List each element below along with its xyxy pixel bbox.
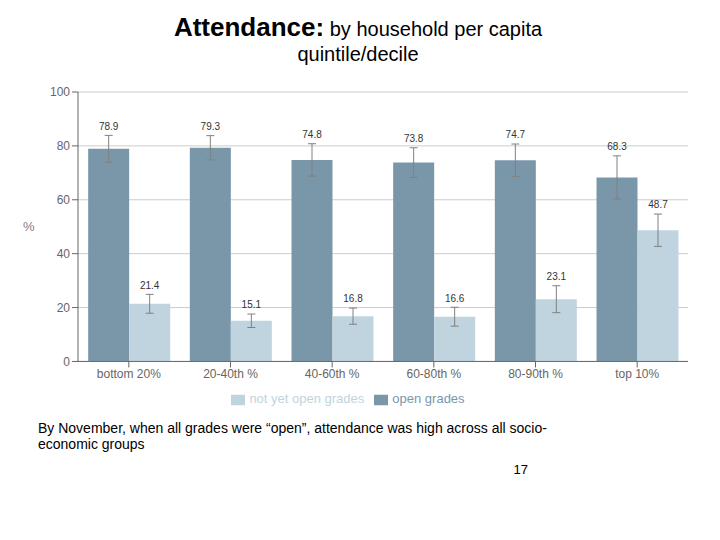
svg-text:top 10%: top 10%: [615, 367, 659, 381]
svg-text:68.3: 68.3: [607, 141, 627, 152]
svg-text:74.8: 74.8: [302, 129, 322, 140]
html-text:By November, when all grades w: By November, when all grades were “open”…: [38, 420, 547, 452]
svg-text:100: 100: [50, 85, 70, 99]
html-text:17: 17: [513, 462, 528, 477]
svg-text:20-40th %: 20-40th %: [203, 367, 258, 381]
svg-text:48.7: 48.7: [648, 199, 668, 210]
svg-text:40: 40: [57, 247, 71, 261]
svg-text:73.8: 73.8: [404, 133, 424, 144]
svg-text:74.7: 74.7: [506, 129, 526, 140]
svg-text:%: %: [23, 219, 35, 234]
svg-text:79.3: 79.3: [201, 121, 221, 132]
svg-text:bottom 20%: bottom 20%: [97, 367, 161, 381]
svg-text:78.9: 78.9: [99, 121, 119, 132]
svg-text:16.6: 16.6: [445, 293, 465, 304]
html-text:quintile/decile: quintile/decile: [297, 43, 419, 65]
html-text:not yet open grades: not yet open grades: [249, 391, 365, 407]
svg-text:21.4: 21.4: [140, 280, 160, 291]
svg-text:80: 80: [57, 139, 71, 153]
svg-text:40-60th %: 40-60th %: [305, 367, 360, 381]
html-text:open grades: open grades: [392, 391, 465, 407]
svg-text:23.1: 23.1: [547, 271, 567, 282]
svg-text:15.1: 15.1: [242, 299, 262, 310]
svg-text:20: 20: [57, 301, 71, 315]
svg-text:60: 60: [57, 193, 71, 207]
svg-text:60-80th %: 60-80th %: [406, 367, 461, 381]
html-text:Attendance:by household per ca: Attendance:by household per capita: [173, 12, 543, 42]
svg-text:80-90th %: 80-90th %: [508, 367, 563, 381]
svg-text:16.8: 16.8: [343, 293, 363, 304]
svg-text:0: 0: [63, 355, 70, 369]
